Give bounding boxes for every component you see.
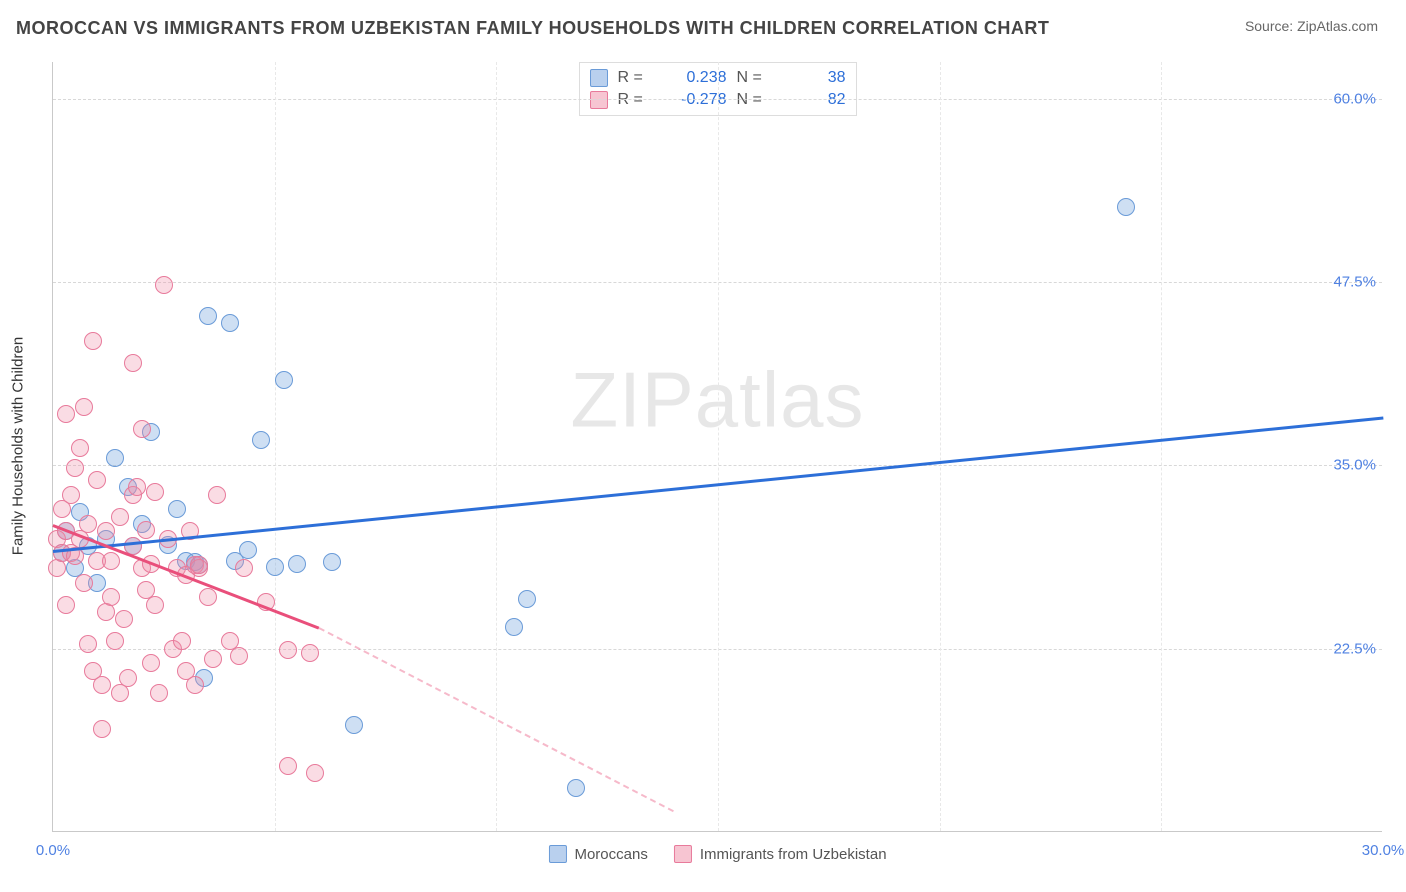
scatter-point: [119, 669, 137, 687]
watermark-bold: ZIP: [570, 356, 694, 444]
y-tick-label: 47.5%: [1333, 274, 1376, 291]
scatter-point: [79, 515, 97, 533]
swatch-pink-icon: [590, 91, 608, 109]
scatter-point: [128, 478, 146, 496]
source-label: Source: ZipAtlas.com: [1245, 18, 1378, 34]
scatter-point: [106, 449, 124, 467]
swatch-blue-icon: [548, 845, 566, 863]
scatter-point: [102, 588, 120, 606]
scatter-point: [150, 684, 168, 702]
scatter-point: [102, 552, 120, 570]
scatter-point: [79, 635, 97, 653]
gridline: [718, 62, 719, 831]
scatter-point: [239, 541, 257, 559]
legend-label: Moroccans: [574, 846, 647, 863]
r-label: R =: [618, 69, 652, 87]
scatter-point: [142, 654, 160, 672]
scatter-point: [133, 420, 151, 438]
swatch-blue-icon: [590, 69, 608, 87]
scatter-point: [230, 647, 248, 665]
scatter-point: [124, 354, 142, 372]
scatter-point: [301, 644, 319, 662]
scatter-point: [97, 522, 115, 540]
scatter-point: [62, 486, 80, 504]
n-value-blue: 38: [781, 69, 846, 87]
scatter-point: [146, 596, 164, 614]
scatter-point: [199, 307, 217, 325]
legend-label: Immigrants from Uzbekistan: [700, 846, 887, 863]
scatter-point: [146, 483, 164, 501]
scatter-point: [323, 553, 341, 571]
series-legend: Moroccans Immigrants from Uzbekistan: [548, 845, 886, 863]
scatter-point: [505, 618, 523, 636]
scatter-point: [57, 596, 75, 614]
scatter-point: [93, 676, 111, 694]
scatter-point: [84, 332, 102, 350]
scatter-point: [186, 676, 204, 694]
scatter-point: [168, 500, 186, 518]
scatter-point: [279, 641, 297, 659]
scatter-point: [155, 276, 173, 294]
gridline: [1161, 62, 1162, 831]
scatter-point: [75, 398, 93, 416]
scatter-point: [266, 558, 284, 576]
scatter-point: [93, 720, 111, 738]
gridline: [496, 62, 497, 831]
r-value-pink: -0.278: [662, 91, 727, 109]
gridline: [940, 62, 941, 831]
watermark-light: atlas: [695, 356, 865, 444]
scatter-point: [173, 632, 191, 650]
scatter-point: [1117, 198, 1135, 216]
n-label: N =: [737, 91, 771, 109]
r-label: R =: [618, 91, 652, 109]
scatter-point: [288, 555, 306, 573]
chart-plotarea: ZIPatlas R = 0.238 N = 38 R = -0.278 N =…: [52, 62, 1382, 832]
scatter-point: [235, 559, 253, 577]
legend-item-moroccans: Moroccans: [548, 845, 647, 863]
scatter-point: [208, 486, 226, 504]
x-tick-label: 30.0%: [1362, 842, 1405, 859]
chart-title: MOROCCAN VS IMMIGRANTS FROM UZBEKISTAN F…: [16, 18, 1049, 39]
legend-item-uzbekistan: Immigrants from Uzbekistan: [674, 845, 887, 863]
r-value-blue: 0.238: [662, 69, 727, 87]
scatter-point: [345, 716, 363, 734]
gridline: [275, 62, 276, 831]
scatter-point: [204, 650, 222, 668]
scatter-point: [137, 521, 155, 539]
y-axis-label: Family Households with Children: [10, 337, 27, 555]
scatter-point: [190, 556, 208, 574]
y-tick-label: 35.0%: [1333, 457, 1376, 474]
scatter-point: [221, 314, 239, 332]
scatter-point: [275, 371, 293, 389]
scatter-point: [252, 431, 270, 449]
x-tick-label: 0.0%: [36, 842, 70, 859]
y-tick-label: 60.0%: [1333, 90, 1376, 107]
scatter-point: [518, 590, 536, 608]
scatter-point: [567, 779, 585, 797]
scatter-point: [106, 632, 124, 650]
scatter-point: [306, 764, 324, 782]
scatter-point: [88, 471, 106, 489]
scatter-point: [115, 610, 133, 628]
scatter-point: [111, 508, 129, 526]
n-value-pink: 82: [781, 91, 846, 109]
scatter-point: [75, 574, 93, 592]
scatter-point: [279, 757, 297, 775]
y-tick-label: 22.5%: [1333, 640, 1376, 657]
swatch-pink-icon: [674, 845, 692, 863]
scatter-point: [57, 405, 75, 423]
n-label: N =: [737, 69, 771, 87]
scatter-point: [66, 459, 84, 477]
scatter-point: [199, 588, 217, 606]
scatter-point: [71, 439, 89, 457]
